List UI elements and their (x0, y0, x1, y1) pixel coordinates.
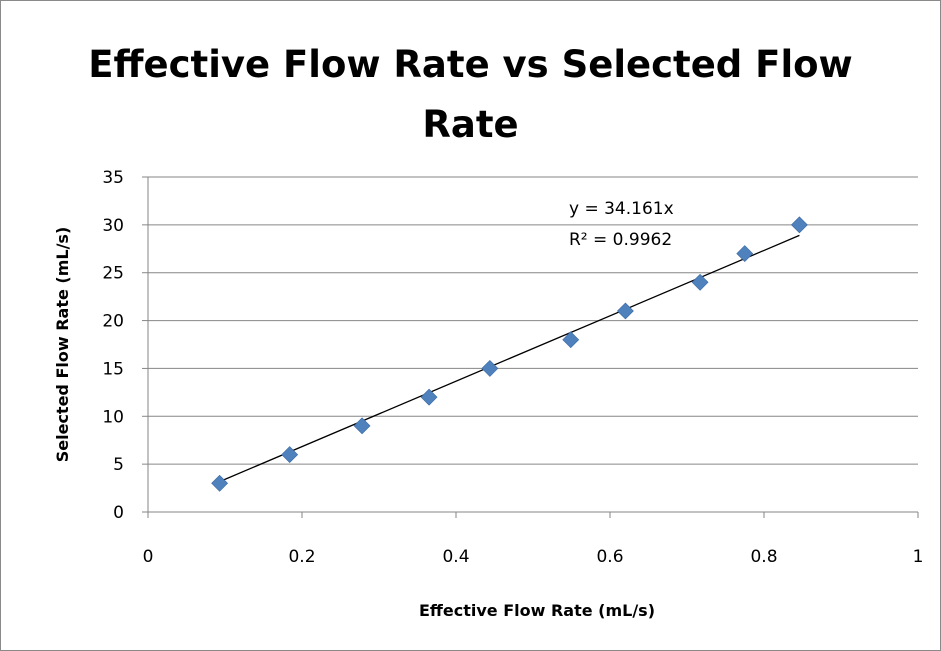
trendline (219, 234, 800, 483)
data-point-7 (691, 273, 709, 291)
trendline-r-squared: R² = 0.9962 (569, 230, 672, 250)
x-tick-label-5: 1 (913, 547, 924, 567)
y-tick-label-6: 30 (102, 216, 124, 236)
data-point-2 (353, 417, 371, 435)
x-tick-label-2: 0.4 (442, 547, 469, 567)
x-tick-label-1: 0.2 (288, 547, 315, 567)
chart-title-line-1: Effective Flow Rate vs Selected Flow (88, 43, 853, 86)
y-tick-label-1: 5 (113, 455, 124, 475)
data-point-1 (281, 446, 299, 463)
y-tick-label-7: 35 (102, 168, 124, 188)
y-tick-label-4: 20 (102, 312, 124, 332)
y-axis-title: Selected Flow Rate (mL/s) (53, 227, 72, 463)
data-point-9 (790, 216, 808, 234)
chart-title: Effective Flow Rate vs Selected Flow Rat… (1, 35, 940, 155)
data-point-8 (736, 245, 754, 262)
chart-title-line-2: Rate (422, 103, 519, 146)
data-point-5 (562, 331, 580, 349)
x-tick-label-0: 0 (143, 547, 154, 567)
x-tick-label-4: 0.8 (750, 547, 777, 567)
data-point-3 (420, 388, 438, 406)
data-point-6 (616, 302, 634, 320)
data-point-0 (211, 474, 229, 492)
y-tick-label-5: 25 (102, 264, 124, 284)
y-tick-label-0: 0 (113, 503, 124, 523)
y-tick-label-2: 10 (102, 407, 124, 427)
x-axis-title: Effective Flow Rate (mL/s) (419, 601, 655, 620)
x-tick-label-3: 0.6 (596, 547, 623, 567)
trendline-equation: y = 34.161x (569, 199, 674, 219)
data-point-4 (481, 360, 499, 377)
y-tick-label-3: 15 (102, 359, 124, 379)
